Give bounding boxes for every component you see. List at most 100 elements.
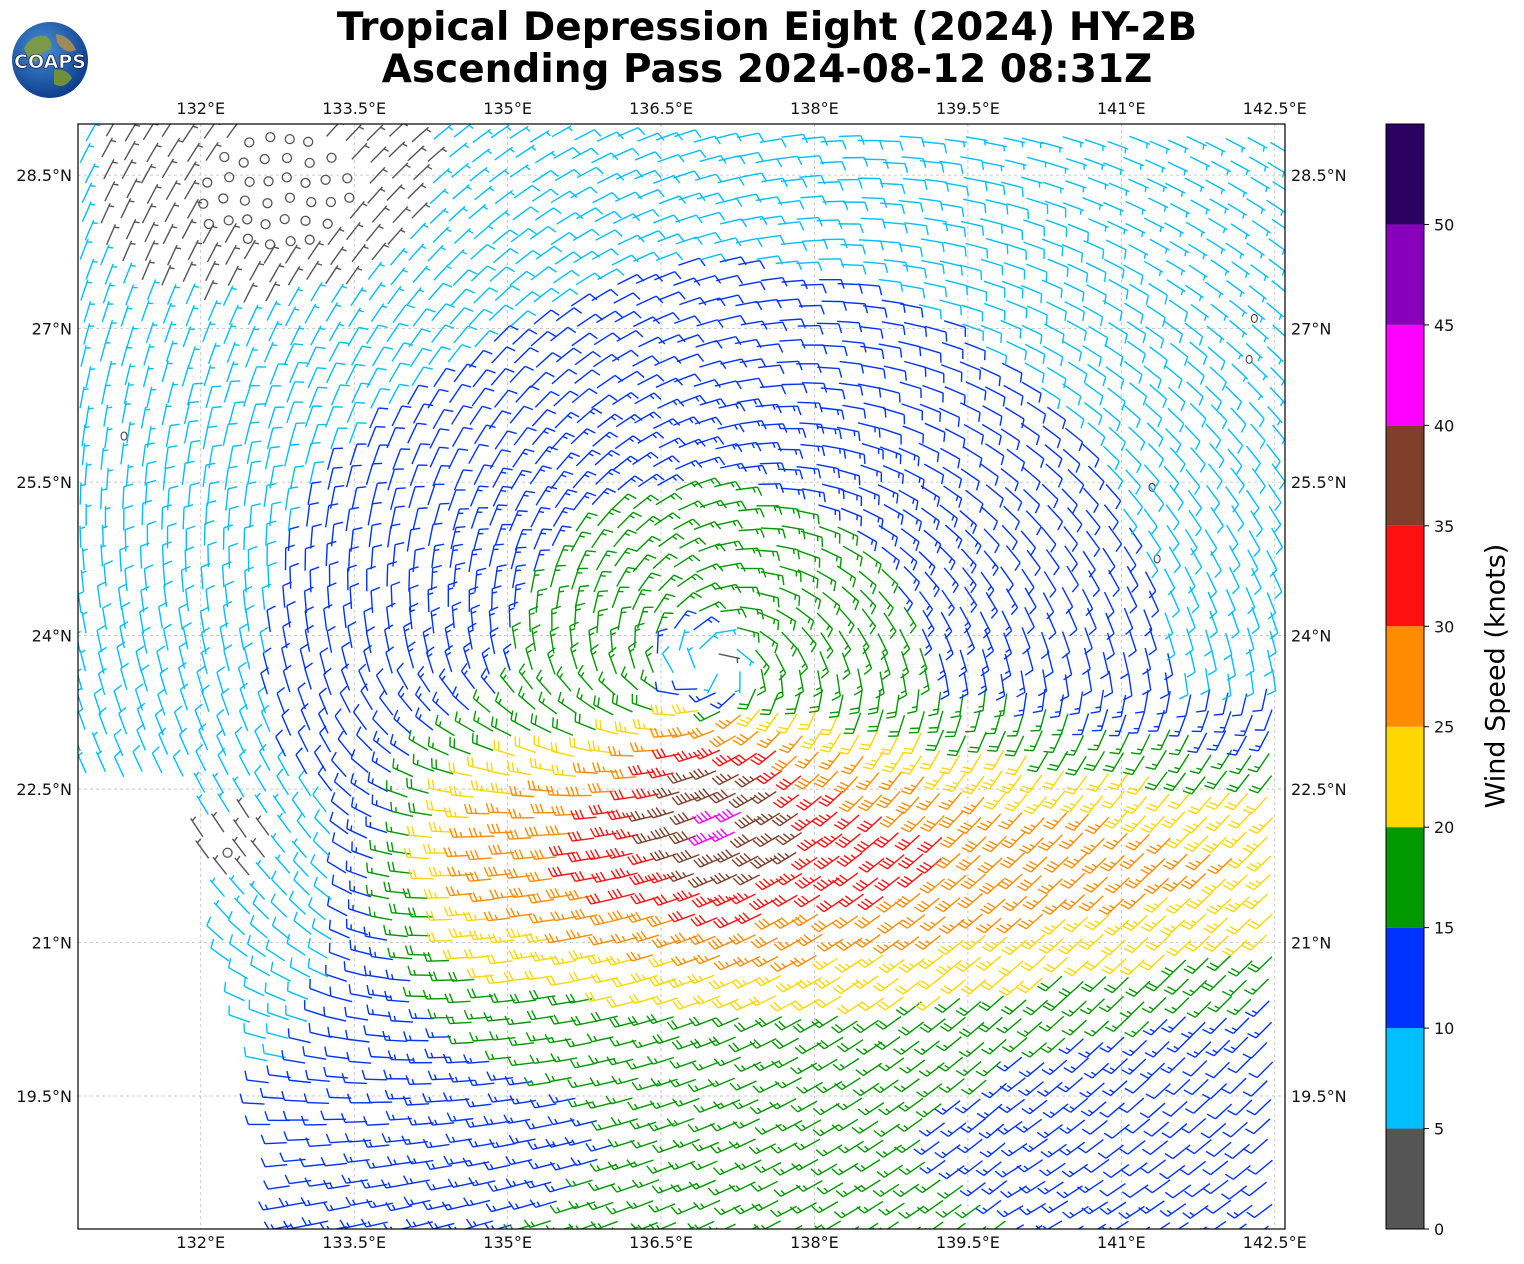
wind-barb: [487, 1093, 515, 1103]
wind-barb: [443, 807, 470, 819]
wind-barb: [1098, 995, 1125, 1013]
wind-barb: [485, 1203, 513, 1213]
wind-barb: [712, 1164, 741, 1176]
wind-barb: [997, 960, 1024, 976]
wind-barb: [925, 729, 945, 751]
colorbar-tick-label: 50: [1434, 215, 1454, 234]
wind-barb: [1102, 1058, 1128, 1075]
wind-barb: [487, 844, 515, 855]
wind-barb: [626, 1159, 654, 1168]
wind-barb: [1087, 729, 1107, 751]
wind-barb: [734, 774, 762, 788]
wind-barb: [667, 978, 695, 989]
colorbar-bin: [1386, 324, 1424, 426]
wind-barb: [1100, 939, 1126, 956]
wind-barb: [301, 1217, 329, 1227]
wind-barb: [250, 955, 271, 977]
wind-barb: [1187, 732, 1208, 754]
wind-barb: [753, 975, 781, 987]
wind-barb: [1142, 1140, 1169, 1156]
wind-barb: [1246, 1203, 1273, 1219]
wind-barb: [505, 1155, 533, 1166]
wind-barb: [713, 960, 741, 971]
wind-barb: [1202, 1160, 1229, 1176]
wind-barb: [1223, 1036, 1249, 1054]
wind-barb: [382, 1030, 408, 1043]
wind-barb: [1263, 1225, 1269, 1229]
wind-barb: [408, 729, 429, 751]
wind-barb: [211, 811, 225, 833]
wind-barb: [1187, 796, 1212, 815]
wind-barb: [874, 876, 901, 892]
wind-barb: [441, 1201, 469, 1211]
wind-barb: [432, 691, 450, 716]
wind-barb: [589, 1077, 617, 1087]
wind-barb: [1097, 1144, 1124, 1159]
wind-barb: [565, 1178, 593, 1188]
wind-barb: [1123, 796, 1148, 815]
wind-barb: [1103, 976, 1129, 994]
wind-barb: [814, 976, 842, 990]
wind-barb: [899, 914, 926, 929]
wind-barb: [462, 911, 490, 922]
wind-barb: [568, 1223, 596, 1229]
wind-barb: [1002, 895, 1028, 912]
wind-barb: [1079, 1082, 1105, 1098]
wind-barb: [372, 710, 389, 736]
wind-barb: [426, 932, 453, 943]
wind-barb: [428, 821, 454, 833]
wind-barb: [1226, 773, 1250, 793]
wind-barb: [1146, 837, 1171, 855]
wind-barb: [774, 1018, 802, 1031]
wind-barb: [1101, 958, 1127, 975]
wind-barb: [1125, 872, 1151, 889]
wind-barb: [732, 730, 759, 746]
wind-barb: [234, 726, 246, 754]
wind-barb: [1080, 837, 1105, 855]
wind-barb: [1063, 960, 1089, 977]
wind-barb: [1227, 1056, 1253, 1074]
wind-barb: [427, 1220, 455, 1229]
wind-barb: [320, 1156, 348, 1167]
wind-barb: [893, 1040, 920, 1055]
wind-barb: [959, 1182, 986, 1197]
wind-barb: [463, 803, 490, 815]
wind-barb: [960, 1079, 987, 1095]
wind-barb: [893, 936, 920, 951]
wind-barb: [379, 689, 394, 716]
colorbar-bin: [1386, 124, 1424, 225]
wind-barb: [271, 916, 291, 940]
wind-barb: [833, 776, 858, 794]
wind-barb: [1083, 1158, 1110, 1173]
wind-barb: [652, 1034, 680, 1045]
map-background: [78, 124, 1285, 1229]
wind-barb: [508, 887, 536, 899]
wind-barb: [647, 872, 675, 884]
wind-barb: [609, 768, 637, 780]
wind-barb: [264, 982, 286, 1002]
wind-barb: [339, 1219, 367, 1229]
wind-barb: [1083, 1020, 1110, 1037]
wind-barb: [570, 908, 598, 920]
wind-barb: [917, 974, 944, 990]
wind-barb: [428, 971, 455, 982]
wind-barb: [729, 1080, 757, 1091]
wind-barb: [648, 957, 676, 968]
wind-barb: [157, 688, 166, 716]
wind-barb: [345, 860, 368, 879]
wind-barb: [918, 1122, 946, 1137]
wind-barb: [1238, 1223, 1247, 1229]
wind-barb: [1202, 1017, 1227, 1035]
wind-barb: [666, 772, 695, 784]
wind-barb: [1039, 1037, 1066, 1054]
wind-barb: [961, 775, 985, 795]
wind-barb: [1168, 734, 1189, 756]
wind-barb: [486, 1071, 513, 1081]
wind-barb: [646, 1056, 675, 1065]
wind-barb: [406, 825, 432, 839]
wind-barb: [688, 768, 717, 781]
wind-barb: [917, 1221, 944, 1229]
wind-barb: [1243, 796, 1268, 815]
wind-barb: [468, 892, 495, 903]
wind-barb: [896, 872, 923, 888]
